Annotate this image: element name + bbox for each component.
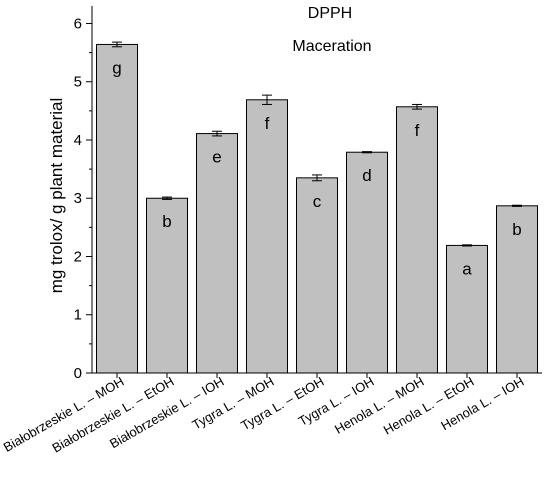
y-axis-label: mg trolox/ g plant material bbox=[47, 98, 66, 294]
bars bbox=[96, 43, 538, 374]
bar-6 bbox=[346, 151, 388, 374]
axes bbox=[91, 6, 542, 378]
error-bar-6 bbox=[362, 151, 372, 154]
error-bar-5 bbox=[312, 174, 322, 182]
bar-letter-1: g bbox=[112, 58, 121, 77]
y-ticks: 0 1 2 3 4 5 6 bbox=[74, 15, 92, 382]
category-label-5: Tygra L. – EtOH bbox=[238, 374, 326, 434]
bar-letter-6: d bbox=[362, 166, 371, 185]
y-tick-label-4: 4 bbox=[74, 132, 82, 149]
bar-letter-5: c bbox=[313, 192, 322, 211]
error-bar-2 bbox=[162, 196, 172, 200]
bar-letter-3: e bbox=[212, 148, 221, 167]
bar-4 bbox=[246, 99, 288, 374]
error-bar-3 bbox=[212, 130, 222, 137]
bar-letter-8: a bbox=[462, 259, 472, 278]
error-bars bbox=[112, 41, 522, 247]
bar-7 bbox=[396, 106, 438, 374]
y-tick-label-5: 5 bbox=[74, 74, 82, 91]
y-tick-label-3: 3 bbox=[74, 190, 82, 207]
error-bar-9 bbox=[512, 204, 522, 207]
y-tick-label-6: 6 bbox=[74, 15, 82, 32]
bar-letter-4: f bbox=[265, 114, 270, 133]
bar-letter-7: f bbox=[415, 121, 420, 140]
bar-letter-2: b bbox=[162, 212, 171, 231]
error-bar-1 bbox=[112, 41, 122, 48]
significance-letters: g b e f c d f a b bbox=[112, 58, 521, 278]
y-tick-label-1: 1 bbox=[74, 307, 82, 324]
y-tick-label-0: 0 bbox=[74, 365, 82, 382]
category-label-9: Henola L. – IOH bbox=[438, 374, 526, 434]
y-tick-label-2: 2 bbox=[74, 248, 82, 265]
bar-2 bbox=[146, 197, 188, 374]
bar-8 bbox=[446, 244, 488, 374]
chart-title: DPPH bbox=[308, 5, 352, 22]
bar-letter-9: b bbox=[512, 220, 521, 239]
chart-subtitle: Maceration bbox=[292, 38, 371, 55]
error-bar-7 bbox=[412, 103, 422, 110]
error-bar-8 bbox=[462, 244, 472, 247]
bar-3 bbox=[196, 133, 238, 374]
error-bar-4 bbox=[262, 94, 272, 105]
bar-1 bbox=[96, 43, 138, 374]
